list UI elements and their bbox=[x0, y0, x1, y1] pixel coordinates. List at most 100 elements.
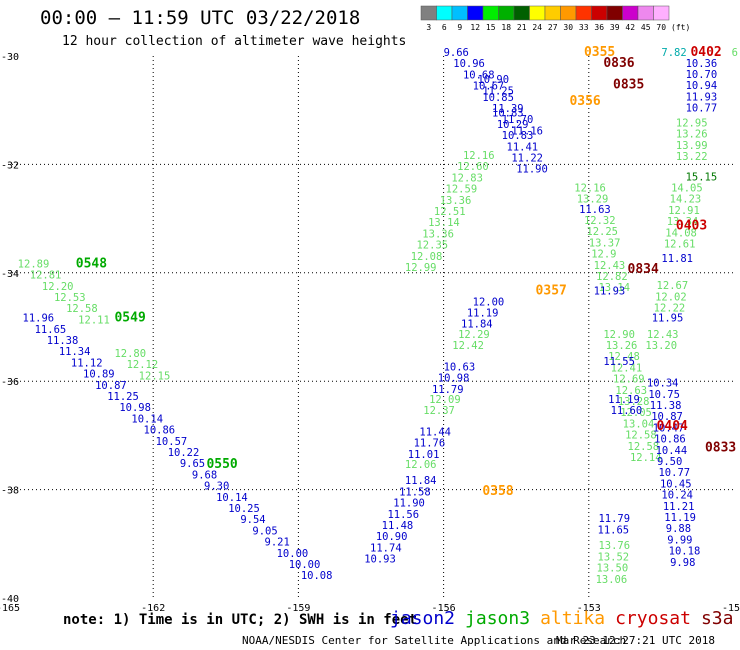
colorbar-swatch bbox=[467, 5, 484, 21]
swh-value: 9.99 bbox=[667, 534, 692, 546]
swh-value: 12.67 bbox=[657, 280, 689, 292]
note-text: note: 1) Time is in UTC; 2) SWH is in fe… bbox=[63, 612, 418, 628]
swh-value: 11.60 bbox=[611, 405, 643, 417]
swh-value: 10.22 bbox=[168, 447, 200, 459]
legend-s3a: s3a bbox=[700, 608, 734, 629]
legend-jason2: jason2 bbox=[390, 608, 456, 629]
swh-value: 10.34 bbox=[647, 378, 679, 390]
swh-value: 13.36 bbox=[440, 195, 472, 207]
time-label: 0356 bbox=[569, 94, 600, 109]
swh-value: 12.99 bbox=[405, 262, 437, 274]
swh-value: 12.63 bbox=[615, 385, 647, 397]
swh-value: 13.14 bbox=[428, 217, 460, 229]
swh-value: 10.70 bbox=[686, 69, 718, 81]
colorbar-swatch bbox=[606, 5, 623, 21]
time-label: 0402 bbox=[690, 45, 721, 60]
swh-value: 10.29 bbox=[497, 119, 529, 131]
swh-value: 10.83 bbox=[492, 108, 524, 120]
swh-value: 12.32 bbox=[584, 215, 616, 227]
x-tick-label: -159 bbox=[286, 603, 310, 614]
swh-value: 9.30 bbox=[204, 481, 229, 493]
colorbar-swatch bbox=[529, 5, 546, 21]
swh-value: 10.96 bbox=[453, 58, 485, 70]
time-label: 0549 bbox=[114, 311, 145, 326]
swh-value: 12.00 bbox=[473, 296, 505, 308]
swh-value: 12.05 bbox=[620, 407, 652, 419]
colorbar-swatch bbox=[436, 5, 453, 21]
swh-value: 11.44 bbox=[419, 426, 451, 438]
swh-value: 12.61 bbox=[664, 239, 696, 251]
swh-value: 13.37 bbox=[589, 237, 621, 249]
swh-value: 14.05 bbox=[671, 183, 703, 195]
colorbar-tick-label: 30 bbox=[563, 23, 573, 32]
swh-value: 10.87 bbox=[651, 411, 683, 423]
swh-value: 12.12 bbox=[127, 359, 159, 371]
swh-value: 11.84 bbox=[461, 319, 493, 331]
swh-value: 10.14 bbox=[131, 413, 163, 425]
swh-value: 11.76 bbox=[414, 438, 446, 450]
swh-value: 13.28 bbox=[618, 396, 650, 408]
swh-value: 12.9 bbox=[591, 249, 616, 261]
swh-value: 12.16 bbox=[463, 150, 495, 162]
y-tick-label: -30 bbox=[1, 52, 19, 63]
legend-cryosat: cryosat bbox=[615, 608, 691, 629]
x-tick-label: -150 bbox=[722, 603, 740, 614]
swh-value: 13.26 bbox=[676, 129, 708, 141]
colorbar-swatch bbox=[544, 5, 561, 21]
swh-value: 10.24 bbox=[661, 490, 693, 502]
swh-value: 12.80 bbox=[114, 348, 146, 360]
swh-value: 11.48 bbox=[382, 520, 414, 532]
y-tick-label: -32 bbox=[1, 160, 19, 171]
y-tick-label: -38 bbox=[1, 486, 19, 497]
colorbar-swatch bbox=[591, 5, 608, 21]
swh-value: 11.84 bbox=[405, 475, 437, 487]
colorbar-tick-label: 9 bbox=[457, 23, 462, 32]
swh-value: 13.36 bbox=[422, 228, 454, 240]
colorbar-unit: (ft) bbox=[671, 23, 690, 32]
colorbar-tick-label: 33 bbox=[579, 23, 589, 32]
swh-value: 13.06 bbox=[596, 574, 628, 586]
time-label: 0404 bbox=[657, 419, 688, 434]
swh-value: 10.08 bbox=[301, 570, 333, 582]
swh-value: 12.58 bbox=[625, 430, 657, 442]
swh-value: 13.22 bbox=[676, 151, 708, 163]
swh-value: 10.00 bbox=[289, 559, 321, 571]
swh-value: 12.02 bbox=[655, 291, 687, 303]
swh-value: 12.83 bbox=[451, 172, 483, 184]
swh-value: 13.76 bbox=[598, 540, 630, 552]
chart-subtitle: 12 hour collection of altimeter wave hei… bbox=[62, 34, 407, 49]
swh-value: 12.08 bbox=[411, 251, 443, 263]
swh-value: 11.41 bbox=[507, 141, 539, 153]
swh-value: 11.25 bbox=[482, 85, 514, 97]
swh-value: 10.00 bbox=[277, 548, 309, 560]
swh-value: 11.65 bbox=[598, 524, 630, 536]
swh-value: 10.90 bbox=[477, 74, 509, 86]
swh-value: 10.63 bbox=[444, 361, 476, 373]
swh-value: 13.04 bbox=[623, 418, 655, 430]
colorbar-tick-label: 24 bbox=[532, 23, 542, 32]
colorbar-tick-label: 15 bbox=[486, 23, 496, 32]
swh-value: 10.14 bbox=[216, 492, 248, 504]
swh-value: 12.14 bbox=[630, 452, 662, 464]
swh-value: 13.26 bbox=[606, 340, 638, 352]
swh-value: 12.22 bbox=[654, 302, 686, 314]
swh-value: 12.43 bbox=[594, 260, 626, 272]
swh-value: 12.15 bbox=[139, 370, 171, 382]
swh-value: 10.93 bbox=[364, 554, 396, 566]
swh-value: 11.79 bbox=[432, 384, 464, 396]
swh-value: 9.66 bbox=[444, 47, 469, 59]
swh-value: 9.65 bbox=[180, 458, 205, 470]
swh-value: 12.60 bbox=[457, 161, 489, 173]
swh-value: 10.68 bbox=[463, 69, 495, 81]
swh-value: 10.90 bbox=[376, 531, 408, 543]
swh-value: 9.68 bbox=[192, 469, 217, 481]
time-label: 0836 bbox=[603, 56, 634, 71]
swh-value: 10.86 bbox=[144, 425, 176, 437]
swh-value: 12.06 bbox=[405, 459, 437, 471]
swh-value: 10.98 bbox=[119, 402, 151, 414]
swh-value: 11.21 bbox=[663, 501, 695, 513]
colorbar-tick-label: 18 bbox=[501, 23, 511, 32]
swh-value: 10.86 bbox=[654, 434, 686, 446]
colorbar-swatch bbox=[653, 5, 670, 21]
